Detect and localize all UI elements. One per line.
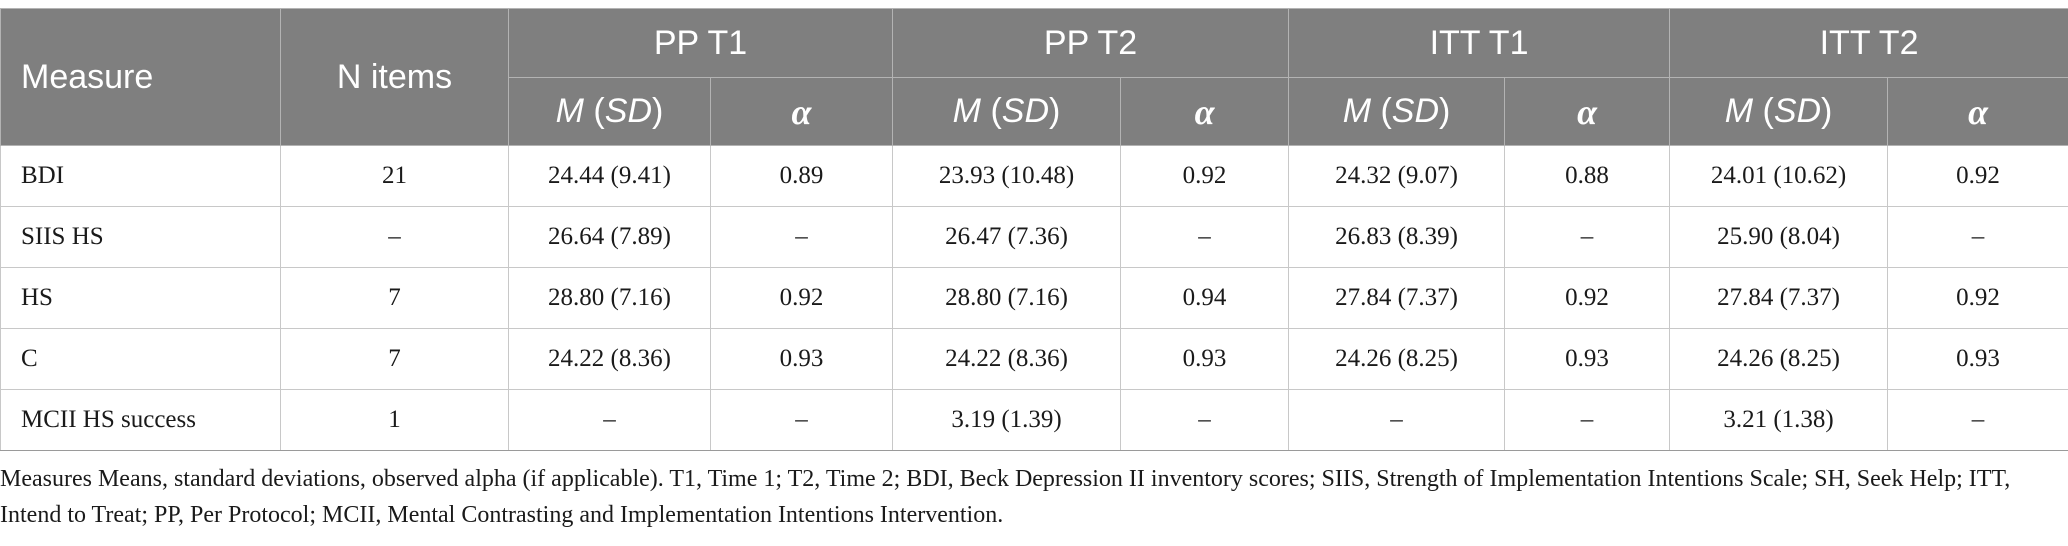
table-cell: 0.92	[1887, 267, 2068, 329]
header-alpha: α	[1504, 77, 1671, 146]
table-row: C 7 24.22 (8.36) 0.93 24.22 (8.36) 0.93 …	[0, 328, 2068, 390]
table-cell: 24.22 (8.36)	[508, 328, 711, 390]
header-sd-label: SD	[1001, 92, 1050, 130]
header-group-itt-t1: ITT T1	[1288, 8, 1671, 78]
table-cell: 27.84 (7.37)	[1288, 267, 1506, 329]
header-msd: M (SD)	[508, 77, 711, 146]
table-cell: 24.01 (10.62)	[1669, 145, 1889, 207]
table-cell: 26.64 (7.89)	[508, 206, 711, 268]
table-cell: 28.80 (7.16)	[508, 267, 711, 329]
table-cell: –	[709, 389, 894, 451]
table-cell: 0.93	[1887, 328, 2068, 390]
table-cell: 0.92	[1120, 145, 1290, 207]
table-cell: 24.32 (9.07)	[1288, 145, 1506, 207]
header-alpha: α	[709, 77, 894, 146]
table-cell: –	[280, 206, 509, 268]
header-alpha: α	[1120, 77, 1290, 146]
table-cell: 24.26 (8.25)	[1288, 328, 1506, 390]
table-cell: HS	[0, 267, 281, 329]
table-cell: –	[1887, 206, 2068, 268]
table-footnote: Measures Means, standard deviations, obs…	[0, 466, 2011, 528]
header-sd-label: SD	[604, 92, 652, 130]
table-cell: –	[1120, 389, 1290, 451]
table-cell: –	[1504, 389, 1671, 451]
table-container: Measure N items PP T1 PP T2 ITT T1 ITT T…	[0, 8, 2068, 533]
header-sd-close: )	[652, 92, 664, 130]
table-cell: 7	[280, 267, 509, 329]
table-cell: 24.26 (8.25)	[1669, 328, 1889, 390]
header-sd-open: (	[981, 92, 1002, 130]
header-group-pp-t2: PP T2	[892, 8, 1290, 78]
table-cell: –	[709, 206, 894, 268]
table-cell: 0.93	[1120, 328, 1290, 390]
header-m-label: M	[555, 92, 584, 130]
table-cell: –	[1288, 389, 1506, 451]
header-sd-open: (	[1753, 92, 1774, 130]
table-cell: 0.92	[709, 267, 894, 329]
header-m-label: M	[1342, 92, 1372, 130]
table-cell: MCII HS success	[0, 389, 281, 451]
header-measure: Measure	[0, 8, 281, 146]
table-cell: 26.47 (7.36)	[892, 206, 1122, 268]
table-cell: 24.22 (8.36)	[892, 328, 1122, 390]
header-sd-open: (	[1371, 92, 1392, 130]
table-cell: –	[1120, 206, 1290, 268]
table-cell: 26.83 (8.39)	[1288, 206, 1506, 268]
table-cell: 25.90 (8.04)	[1669, 206, 1889, 268]
header-msd: M (SD)	[1669, 77, 1889, 146]
header-n-items: N items	[280, 8, 509, 146]
header-sd-label: SD	[1391, 92, 1440, 130]
table-cell: 0.92	[1504, 267, 1671, 329]
header-sd-close: )	[1821, 92, 1833, 130]
table-cell: 23.93 (10.48)	[892, 145, 1122, 207]
table-cell: 3.21 (1.38)	[1669, 389, 1889, 451]
table-row: BDI 21 24.44 (9.41) 0.89 23.93 (10.48) 0…	[0, 145, 2068, 207]
table-cell: SIIS HS	[0, 206, 281, 268]
table-cell: 0.88	[1504, 145, 1671, 207]
table-cell: 0.92	[1887, 145, 2068, 207]
table-cell: 0.94	[1120, 267, 1290, 329]
table-body: BDI 21 24.44 (9.41) 0.89 23.93 (10.48) 0…	[0, 145, 2068, 451]
header-sd-open: (	[583, 92, 605, 130]
header-msd: M (SD)	[1288, 77, 1506, 146]
table-cell: –	[1887, 389, 2068, 451]
table-row: HS 7 28.80 (7.16) 0.92 28.80 (7.16) 0.94…	[0, 267, 2068, 329]
header-sd-close: )	[1439, 92, 1451, 130]
table-cell: 27.84 (7.37)	[1669, 267, 1889, 329]
table-cell: 0.93	[709, 328, 894, 390]
table-cell: 0.89	[709, 145, 894, 207]
header-alpha: α	[1887, 77, 2068, 146]
table-cell: 21	[280, 145, 509, 207]
table-cell: 24.44 (9.41)	[508, 145, 711, 207]
header-m-label: M	[952, 92, 981, 130]
table-cell: C	[0, 328, 281, 390]
table-cell: 28.80 (7.16)	[892, 267, 1122, 329]
table-cell: BDI	[0, 145, 281, 207]
table-cell: 0.93	[1504, 328, 1671, 390]
table-header: Measure N items PP T1 PP T2 ITT T1 ITT T…	[0, 8, 2068, 146]
table-cell: 7	[280, 328, 509, 390]
header-msd: M (SD)	[892, 77, 1122, 146]
header-group-itt-t2: ITT T2	[1669, 8, 2068, 78]
header-sd-close: )	[1049, 92, 1061, 130]
header-group-pp-t1: PP T1	[507, 8, 894, 78]
table-cell: 3.19 (1.39)	[892, 389, 1122, 451]
table-cell: –	[1504, 206, 1671, 268]
table-row: MCII HS success 1 – – 3.19 (1.39) – – – …	[0, 389, 2068, 451]
header-sd-label: SD	[1773, 92, 1822, 130]
table-cell: –	[508, 389, 711, 451]
data-table: Measure N items PP T1 PP T2 ITT T1 ITT T…	[0, 8, 2068, 451]
header-m-label: M	[1724, 92, 1754, 130]
table-row: SIIS HS – 26.64 (7.89) – 26.47 (7.36) – …	[0, 206, 2068, 268]
table-cell: 1	[280, 389, 509, 451]
